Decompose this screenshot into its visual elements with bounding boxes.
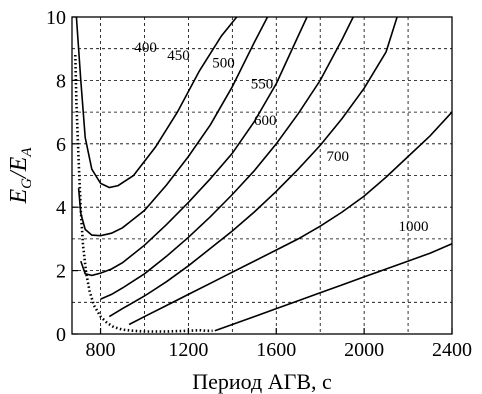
axis-ticks: 800 1200 1600 2000 2400 0 2 4 6 8 10: [46, 7, 472, 361]
y-tick-label: 2: [56, 261, 66, 283]
series-label-400: 400: [134, 40, 157, 56]
series-line-400: [75, 17, 238, 189]
series-label-700: 700: [327, 149, 350, 165]
series-label-600: 600: [254, 113, 277, 129]
y-tick-label: 4: [56, 197, 66, 219]
boundary-dotted-line: [74, 54, 213, 333]
grid-lines: [72, 17, 452, 334]
series-label-500: 500: [212, 56, 235, 72]
x-axis-label: Период АГВ, с: [192, 369, 332, 394]
series-line-600: [108, 17, 398, 318]
x-tick-label: 2400: [432, 339, 472, 361]
x-tick-label: 2000: [344, 339, 384, 361]
y-tick-label: 0: [56, 324, 66, 346]
series-label-450: 450: [167, 48, 190, 64]
series-line-500: [80, 17, 308, 277]
curve-labels: 400 450 500 550 600 700 1000: [134, 40, 428, 235]
series-line-1000: [214, 242, 452, 332]
plot-frame: [71, 16, 453, 335]
y-tick-label: 8: [56, 70, 66, 92]
x-tick-label: 800: [86, 339, 116, 361]
series-label-1000: 1000: [399, 219, 429, 235]
series-line-700: [128, 111, 452, 326]
y-axis-label: EG/EA: [6, 147, 35, 205]
y-axis-label-sub1: G: [19, 178, 35, 189]
series-line-450: [77, 17, 269, 237]
y-axis-label-e1: E: [6, 189, 32, 205]
y-tick-label: 6: [56, 134, 66, 156]
x-tick-label: 1200: [168, 339, 208, 361]
y-tick-label: 10: [46, 7, 66, 29]
x-tick-label: 1600: [256, 339, 296, 361]
y-axis-label-e2: E: [6, 156, 32, 172]
series-curves: [74, 17, 452, 333]
series-label-550: 550: [251, 76, 274, 92]
series-line-550: [100, 17, 354, 300]
y-axis-label-slash: /: [6, 169, 32, 180]
y-axis-label-sub2: A: [19, 147, 35, 158]
